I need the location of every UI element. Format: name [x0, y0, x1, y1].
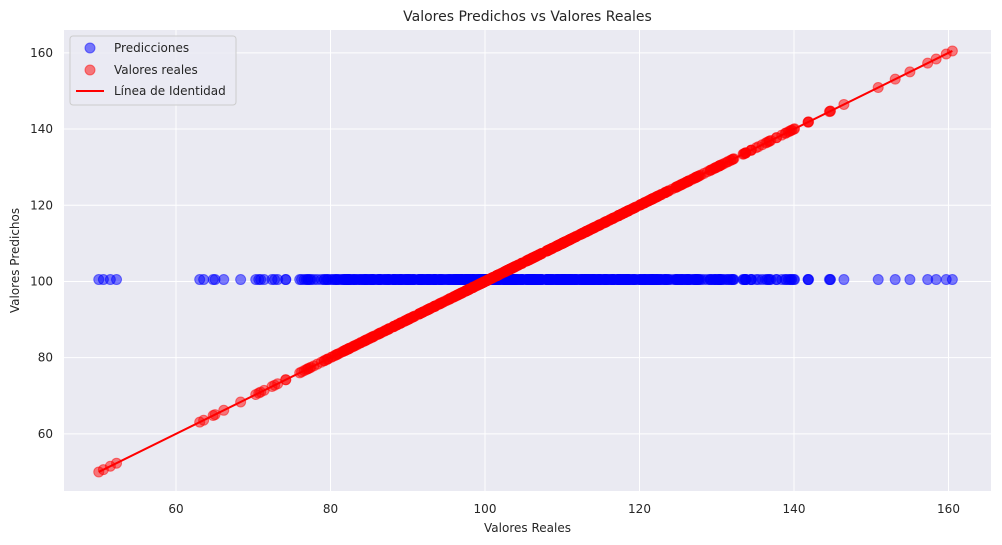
predicciones-point [691, 274, 703, 286]
predicciones-point [780, 274, 792, 286]
predicciones-point [561, 274, 573, 286]
predicciones-point [408, 274, 420, 286]
y-tick-label: 80 [38, 351, 53, 365]
predicciones-point [269, 274, 281, 286]
predicciones-point [434, 274, 446, 286]
y-tick-label: 60 [38, 427, 53, 441]
legend: Predicciones Valores reales Línea de Ide… [69, 35, 237, 106]
predicciones-point [607, 274, 619, 286]
predicciones-point [459, 274, 471, 286]
predicciones-point [802, 274, 814, 286]
predicciones-point [889, 274, 901, 286]
predicciones-point [294, 274, 306, 286]
predicciones-point [198, 274, 210, 286]
predicciones-point [714, 274, 726, 286]
predicciones-point [669, 274, 681, 286]
x-tick-label: 160 [937, 502, 960, 516]
valores-reales-points [93, 45, 958, 478]
predicciones-point [235, 274, 247, 286]
predicciones-point [280, 274, 292, 286]
predicciones-point [940, 274, 952, 286]
predicciones-point [638, 274, 650, 286]
predicciones-point [253, 274, 265, 286]
predicciones-point [652, 274, 664, 286]
legend-marker-valores-reales [84, 64, 96, 76]
predicciones-point [745, 274, 757, 286]
x-tick-label: 140 [783, 502, 806, 516]
predicciones-point [922, 274, 934, 286]
identity-line [98, 50, 953, 473]
x-tick-label: 80 [323, 502, 338, 516]
predicciones-points [93, 274, 958, 286]
legend-label-predicciones: Predicciones [114, 41, 189, 55]
predicciones-point [352, 274, 364, 286]
predicciones-point [542, 274, 553, 286]
predicciones-point [111, 274, 123, 286]
x-axis-label: Valores Reales [484, 521, 571, 535]
predicciones-point [366, 274, 378, 286]
predicciones-point [824, 274, 836, 286]
y-tick-label: 160 [30, 46, 53, 60]
y-tick-label: 120 [30, 198, 53, 212]
x-tick-label: 60 [168, 502, 183, 516]
chart-title: Valores Predichos vs Valores Reales [403, 9, 652, 25]
predicciones-point [305, 274, 317, 286]
predicciones-point [838, 274, 850, 286]
predicciones-point [624, 274, 636, 286]
predicciones-point [218, 274, 230, 286]
identity-line-layer [98, 50, 953, 473]
legend-label-valores-reales: Valores reales [114, 63, 198, 77]
legend-label-identidad: Línea de Identidad [114, 84, 226, 98]
predicciones-point [872, 274, 884, 286]
legend-box [69, 35, 237, 106]
y-tick-label: 140 [30, 122, 53, 136]
predicciones-point [904, 274, 916, 286]
predicciones-point [579, 274, 591, 286]
predicciones-point [527, 274, 539, 286]
predicciones-point [765, 274, 777, 286]
y-tick-label: 100 [30, 274, 53, 288]
x-tick-label: 100 [474, 502, 497, 516]
predicciones-point [337, 274, 349, 286]
x-tick-label: 120 [628, 502, 651, 516]
predicciones-point [399, 274, 411, 286]
y-axis-label: Valores Predichos [8, 208, 22, 313]
legend-marker-predicciones [84, 42, 96, 54]
tick-labels: 60 80 100 120 140 160 60 80 100 120 140 160 [30, 46, 960, 516]
